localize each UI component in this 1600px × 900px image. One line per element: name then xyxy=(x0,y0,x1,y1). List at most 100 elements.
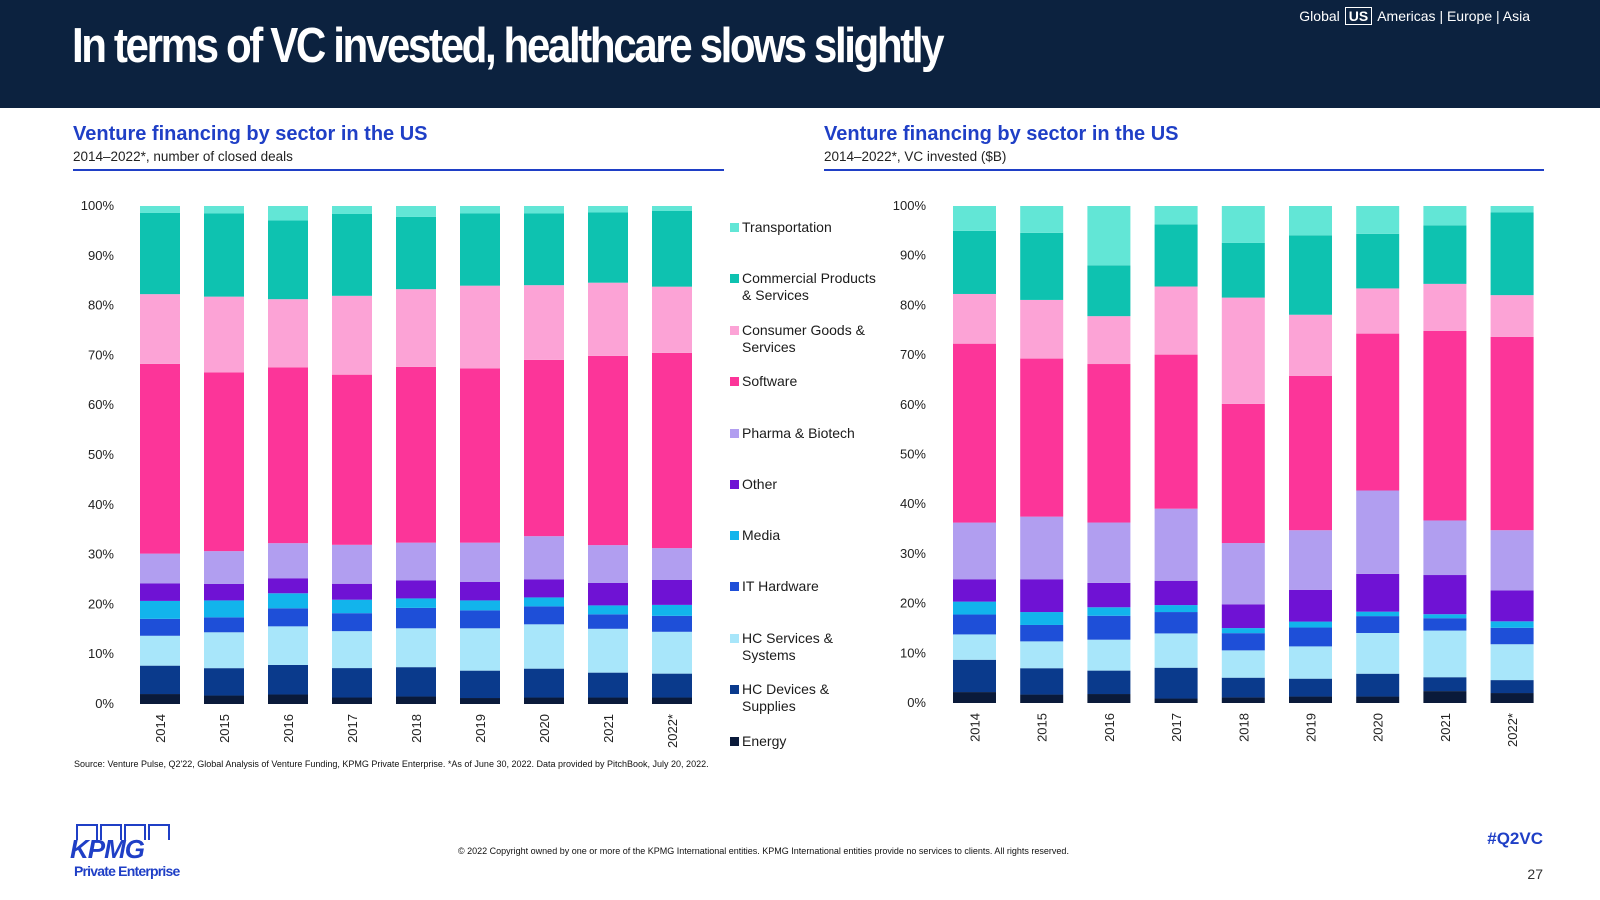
bar-segment-it-hardware xyxy=(1221,633,1265,651)
bar-segment-energy xyxy=(1490,693,1534,703)
y-tick-label: 40% xyxy=(88,497,114,512)
bar-segment-transportation xyxy=(396,206,436,217)
bar-segment-commercial-products-services xyxy=(1490,212,1534,296)
bar-segment-other xyxy=(332,583,372,600)
bar-segment-it-hardware xyxy=(652,615,692,632)
bar-segment-hc-devices-supplies xyxy=(396,667,436,697)
bar-segment-commercial-products-services xyxy=(1423,225,1467,284)
bar-segment-media xyxy=(652,604,692,616)
hashtag: #Q2VC xyxy=(1487,829,1543,848)
bar-segment-transportation xyxy=(1490,206,1534,213)
bar-segment-software xyxy=(1087,364,1131,523)
legend-item: Software xyxy=(730,373,797,390)
y-tick-label: 90% xyxy=(88,248,114,263)
left-chart-subtitle: 2014–2022*, number of closed deals xyxy=(73,149,293,164)
bar-segment-hc-services-systems xyxy=(524,624,564,669)
bar-segment-commercial-products-services xyxy=(1087,265,1131,317)
bar-segment-hc-devices-supplies xyxy=(652,673,692,698)
bar-segment-commercial-products-services xyxy=(652,210,692,287)
y-tick-label: 50% xyxy=(88,447,114,462)
bar-segment-it-hardware xyxy=(953,614,996,635)
bar-segment-commercial-products-services xyxy=(460,213,500,286)
bar-segment-energy xyxy=(588,697,628,704)
legend-swatch xyxy=(730,582,739,591)
y-tick-label: 10% xyxy=(900,645,926,660)
region-nav: Global US Americas | Europe | Asia xyxy=(1299,7,1530,25)
bar-segment-software xyxy=(1154,354,1198,509)
bar-segment-consumer-goods-services xyxy=(1087,316,1131,365)
bar-segment-other xyxy=(268,578,308,594)
bar-segment-other xyxy=(460,581,500,601)
x-tick-label: 2017 xyxy=(1169,713,1184,742)
region-link-global[interactable]: Global xyxy=(1299,8,1340,24)
legend-swatch xyxy=(730,326,739,335)
bar-segment-hc-services-systems xyxy=(332,631,372,669)
bar-segment-hc-devices-supplies xyxy=(1154,667,1198,699)
y-tick-label: 20% xyxy=(88,596,114,611)
bar-segment-energy xyxy=(396,696,436,704)
y-tick-label: 70% xyxy=(900,347,926,362)
bar-segment-energy xyxy=(652,697,692,704)
bar-segment-software xyxy=(396,366,436,543)
bar-segment-pharma-biotech xyxy=(140,553,180,584)
bar-segment-other xyxy=(1289,589,1332,622)
bar-segment-pharma-biotech xyxy=(460,542,500,582)
bar-segment-commercial-products-services xyxy=(953,230,996,294)
bar-segment-it-hardware xyxy=(1490,627,1534,645)
bar-segment-media xyxy=(460,600,500,611)
page-number: 27 xyxy=(1527,866,1543,882)
bar-segment-other xyxy=(1221,604,1265,629)
bar-segment-hc-devices-supplies xyxy=(268,664,308,695)
bar-segment-hc-devices-supplies xyxy=(1289,678,1332,697)
bar-segment-hc-services-systems xyxy=(1490,644,1534,681)
bar-segment-software xyxy=(140,363,180,554)
bar-segment-media xyxy=(204,600,244,618)
bar-segment-pharma-biotech xyxy=(1356,490,1400,574)
bar-segment-media xyxy=(524,597,564,607)
bar-segment-other xyxy=(140,583,180,601)
bar-segment-transportation xyxy=(1221,206,1265,243)
legend-label: Other xyxy=(742,476,778,492)
bar-segment-media xyxy=(332,599,372,614)
x-tick-label: 2022* xyxy=(665,714,680,748)
legend-item: Commercial Products & Services xyxy=(730,270,876,304)
bar-segment-it-hardware xyxy=(1356,616,1400,633)
legend-swatch xyxy=(730,634,739,643)
y-tick-label: 80% xyxy=(900,297,926,312)
bar-segment-hc-devices-supplies xyxy=(524,668,564,698)
bar-segment-transportation xyxy=(1154,206,1198,225)
bar-segment-transportation xyxy=(1356,206,1400,234)
bar-segment-other xyxy=(204,583,244,601)
sector-legend: Transportation Commercial Products & Servi… xyxy=(730,0,890,800)
bar-segment-software xyxy=(524,359,564,537)
x-tick-label: 2019 xyxy=(473,714,488,743)
legend-swatch xyxy=(730,377,739,386)
bar-segment-pharma-biotech xyxy=(1221,543,1265,605)
bar-segment-hc-services-systems xyxy=(460,628,500,671)
bar-segment-hc-devices-supplies xyxy=(140,665,180,695)
logo-word: KPMG xyxy=(70,834,145,864)
bar-segment-media xyxy=(1154,605,1198,613)
bar-segment-pharma-biotech xyxy=(652,548,692,580)
bar-segment-software xyxy=(1289,375,1332,531)
bar-segment-transportation xyxy=(588,206,628,213)
bar-segment-energy xyxy=(1289,696,1332,703)
bar-segment-commercial-products-services xyxy=(1289,235,1332,315)
region-link-us[interactable]: US xyxy=(1344,7,1373,25)
y-tick-label: 100% xyxy=(893,198,927,213)
legend-label: Software xyxy=(742,373,798,389)
bar-segment-transportation xyxy=(652,206,692,211)
bar-segment-consumer-goods-services xyxy=(524,285,564,360)
x-tick-label: 2018 xyxy=(1236,713,1251,742)
bar-segment-consumer-goods-services xyxy=(268,299,308,368)
bar-segment-pharma-biotech xyxy=(268,543,308,579)
bar-segment-energy xyxy=(332,697,372,704)
bar-segment-software xyxy=(1020,358,1064,517)
bar-segment-pharma-biotech xyxy=(332,544,372,584)
bar-segment-it-hardware xyxy=(460,610,500,629)
x-tick-label: 2015 xyxy=(217,714,232,743)
legend-swatch xyxy=(730,429,739,438)
region-links-other[interactable]: Americas | Europe | Asia xyxy=(1377,8,1530,24)
right-chart-title: Venture financing by sector in the US xyxy=(824,123,1179,145)
bar-segment-hc-services-systems xyxy=(268,626,308,665)
